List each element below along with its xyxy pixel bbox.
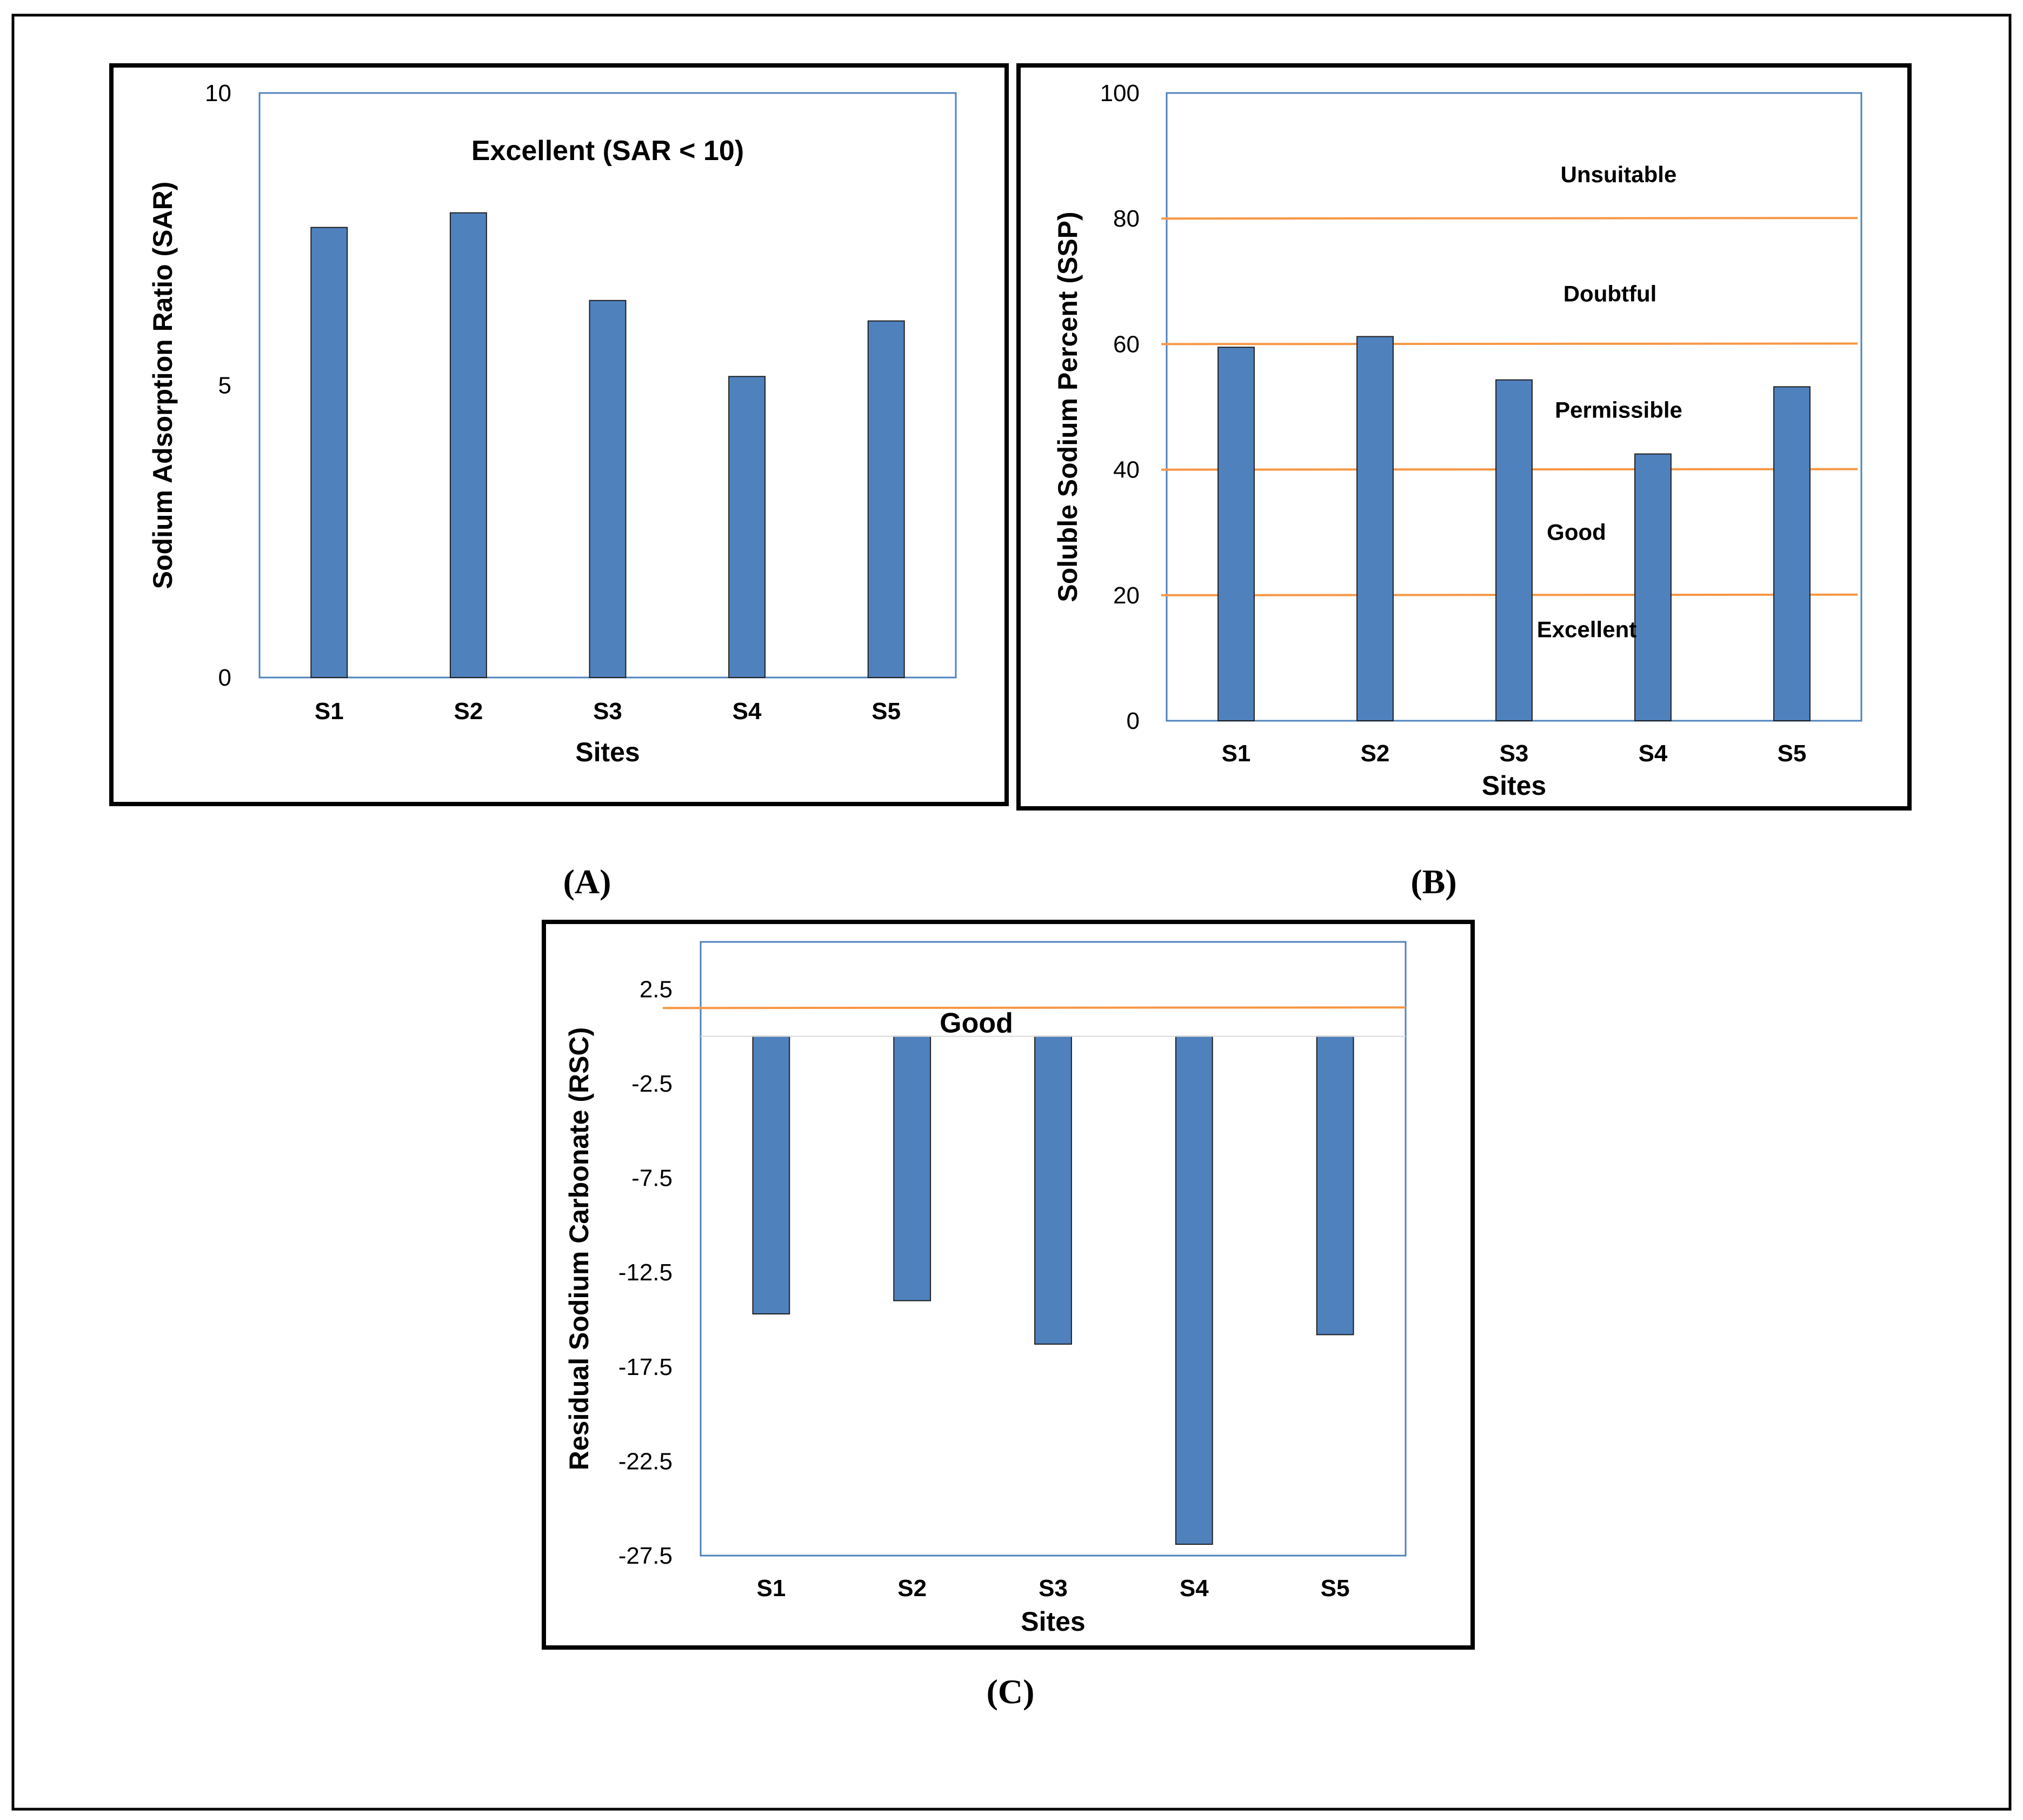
y-tick-c-6: -27.5 [618,1543,673,1569]
panel-label-b: (B) [1410,862,1456,901]
y-axis-title-a: Sodium Adsorption Ratio (SAR) [148,182,178,589]
x-tick-b-s4: S4 [1639,740,1668,767]
panel-a: S1 S2 S3 S4 S5 0 5 10 Sites Sodium Adsorption Rat… [109,63,1009,806]
bar-b-s1 [1217,347,1255,721]
y-tick-c-5: -22.5 [618,1448,673,1474]
x-tick-c-s5: S5 [1321,1575,1350,1602]
threshold-line-c-0 [662,1006,1406,1009]
x-tick-b-s3: S3 [1500,740,1529,767]
zone-label-b-excellent: Excellent [1537,617,1636,642]
chart-c: S1 S2 S3 S4 S5 2.5 -2.5 -7.5 -12.5 -17.5 -22.5 -27.… [564,941,1407,1637]
x-tick-a-s5: S5 [871,698,901,725]
y-tick-a-1: 5 [218,373,231,399]
y-tick-b-2: 40 [1113,457,1140,483]
y-tick-c-2: -7.5 [631,1165,673,1192]
chart-b: S1 S2 S3 S4 S5 0 20 40 60 80 100 Sites Soluble Sodiu… [1053,80,1862,801]
x-tick-a-s4: S4 [733,698,762,725]
zone-label-b-good: Good [1547,520,1606,545]
x-tick-b-s2: S2 [1361,740,1390,767]
bar-b-s3 [1495,379,1533,721]
bar-c-s4 [1175,1035,1213,1545]
x-axis-title-a: Sites [575,737,640,767]
bar-c-s5 [1316,1035,1354,1336]
y-tick-c-3: -12.5 [618,1259,673,1286]
panel-label-a: (A) [563,862,611,901]
y-tick-c-4: -17.5 [618,1354,673,1380]
x-axis-title-b: Sites [1482,770,1547,801]
chart-a: S1 S2 S3 S4 S5 0 5 10 Sites Sodium Adsorption Rat… [148,80,957,767]
x-tick-b-s1: S1 [1222,740,1251,767]
y-tick-c-0: 2.5 [640,976,673,1002]
y-tick-b-3: 60 [1113,331,1140,357]
y-tick-a-2: 10 [205,80,231,107]
x-tick-a-s1: S1 [315,698,344,725]
x-tick-a-s2: S2 [454,698,483,725]
threshold-line-b-2 [1161,342,1858,346]
x-tick-c-s3: S3 [1039,1575,1068,1602]
bar-b-s5 [1773,386,1811,721]
y-axis-title-b: Soluble Sodium Percent (SSP) [1053,211,1083,602]
x-tick-b-s5: S5 [1778,740,1807,767]
bar-c-s1 [752,1035,790,1314]
y-axis-title-c: Residual Sodium Carbonate (RSC) [564,1027,594,1471]
bar-a-s1 [310,227,348,678]
bar-b-s4 [1634,453,1672,721]
y-tick-b-5: 100 [1100,80,1140,107]
plot-area-c [700,941,1407,1557]
panel-a-frame [109,63,1009,806]
bar-c-s3 [1034,1035,1072,1345]
bar-c-s2 [893,1035,931,1301]
zone-label-b-unsuitable: Unsuitable [1561,162,1677,187]
x-tick-c-s2: S2 [897,1575,927,1602]
panel-b: S1 S2 S3 S4 S5 0 20 40 60 80 100 Sites Soluble Sodiu… [1016,63,1912,811]
y-tick-b-0: 0 [1127,708,1140,734]
x-tick-a-s3: S3 [593,698,622,725]
y-tick-b-4: 80 [1113,205,1140,232]
panel-label-c: (C) [987,1672,1035,1711]
y-tick-b-1: 20 [1113,582,1140,609]
bar-b-s2 [1356,336,1394,721]
x-tick-c-s1: S1 [756,1575,786,1602]
x-axis-title-c: Sites [1021,1606,1086,1637]
zone-label-b-doubtful: Doubtful [1563,281,1657,307]
zone-label-b-permissible: Permissible [1555,397,1682,422]
annotation-a: Excellent (SAR < 10) [471,135,744,167]
bar-a-s5 [867,320,905,678]
bar-a-s4 [728,376,766,678]
panel-c: S1 S2 S3 S4 S5 2.5 -2.5 -7.5 -12.5 -17.5 -22.5 -27.… [542,920,1475,1650]
bar-a-s3 [589,300,627,678]
y-tick-c-1: -2.5 [631,1071,673,1097]
x-tick-c-s4: S4 [1180,1575,1209,1602]
zone-label-c-good: Good [940,1008,1013,1039]
bar-a-s2 [449,212,487,679]
y-tick-a-0: 0 [218,665,231,691]
